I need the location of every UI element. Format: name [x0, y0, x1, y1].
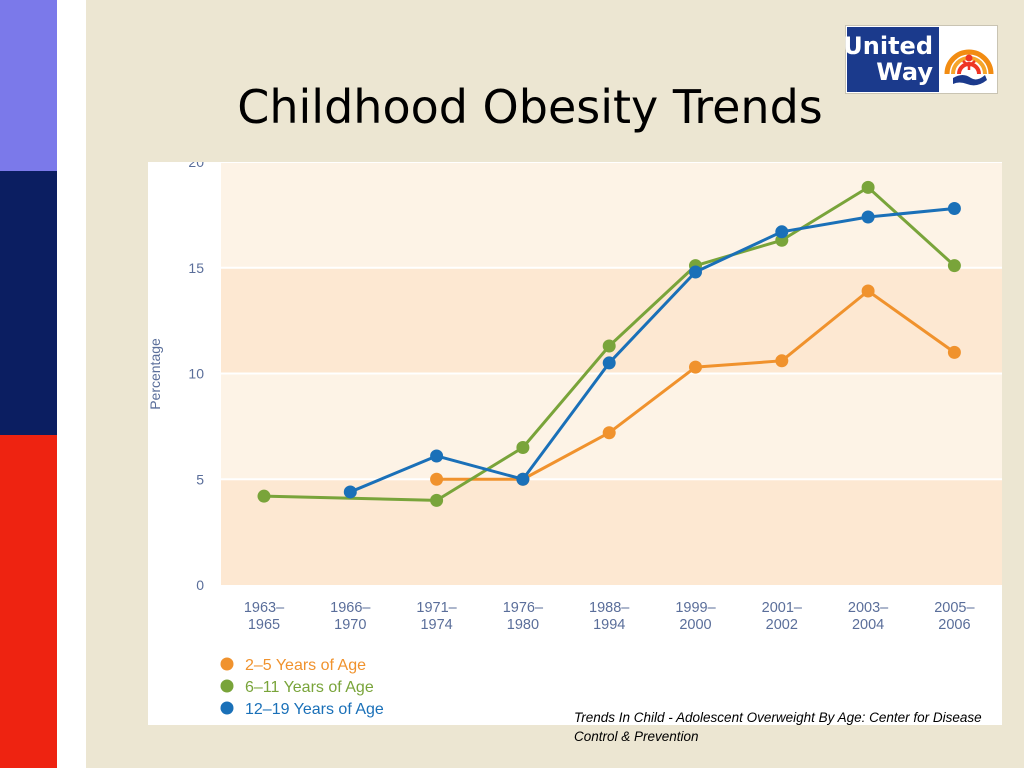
data-point	[430, 472, 444, 486]
x-tick-label: 1963– 1965	[244, 600, 285, 633]
data-point	[516, 441, 530, 455]
x-tick-label: 2005– 2006	[934, 600, 975, 633]
logo-box: United Way	[843, 27, 939, 92]
side-band-middle	[0, 171, 57, 435]
side-band-bottom	[0, 435, 57, 768]
rainbow-hand-icon	[944, 49, 994, 86]
data-point	[343, 485, 357, 499]
x-tick-label: 1971– 1974	[416, 600, 457, 633]
x-tick-label: 1966– 1970	[330, 600, 371, 633]
obesity-trends-chart: 0 5 10 15 20 Percentage 1963– 1965 1966– 1970 1971…	[148, 162, 1002, 718]
legend-label: 12–19 Years of Age	[245, 701, 384, 718]
x-tick-label: 2001– 2002	[762, 600, 803, 633]
data-point	[689, 360, 702, 374]
side-gap	[57, 0, 86, 768]
y-axis-label: Percentage	[148, 338, 163, 410]
united-way-logo: United Way	[843, 25, 998, 94]
legend-marker	[220, 679, 234, 693]
y-tick-label: 0	[196, 577, 204, 593]
data-point	[430, 449, 444, 463]
data-point	[602, 339, 616, 353]
side-band-top	[0, 0, 57, 171]
y-tick-label: 5	[196, 471, 204, 487]
data-point	[516, 472, 530, 486]
series-line-2	[263, 185, 956, 502]
data-point	[775, 225, 789, 239]
x-tick-label: 1999– 2000	[675, 600, 716, 633]
data-point	[947, 345, 961, 359]
legend-label: 6–11 Years of Age	[245, 679, 374, 696]
data-point	[430, 493, 444, 507]
logo-line-2: Way	[876, 58, 933, 86]
legend-marker	[220, 657, 234, 671]
slide-title: Childhood Obesity Trends	[237, 80, 823, 134]
data-point	[775, 354, 789, 368]
series-line-3	[349, 207, 955, 494]
data-point	[947, 202, 961, 216]
data-point	[602, 426, 616, 440]
chart-panel: 0 5 10 15 20 Percentage 1963– 1965 1966– 1970 1971…	[148, 162, 1002, 725]
y-tick-label: 15	[188, 260, 204, 276]
data-point	[861, 210, 875, 224]
data-point	[861, 180, 875, 194]
data-point	[947, 259, 961, 273]
data-point	[689, 265, 702, 279]
x-tick-label: 2003– 2004	[848, 600, 889, 633]
plot-band	[221, 479, 1002, 585]
logo-line-1: United	[843, 32, 933, 60]
data-point	[602, 356, 616, 370]
x-tick-label: 1976– 1980	[503, 600, 544, 633]
legend-label: 2–5 Years of Age	[245, 657, 366, 674]
plot-band	[221, 267, 1002, 374]
x-tick-label: 1988– 1994	[589, 600, 630, 633]
y-tick-label: 10	[188, 366, 204, 382]
plot-band	[221, 373, 1002, 480]
data-point	[257, 489, 271, 503]
source-citation: Trends In Child - Adolescent Overweight …	[574, 710, 982, 744]
data-point	[861, 284, 875, 298]
legend-marker	[220, 701, 234, 715]
y-tick-label: 20	[188, 162, 204, 170]
